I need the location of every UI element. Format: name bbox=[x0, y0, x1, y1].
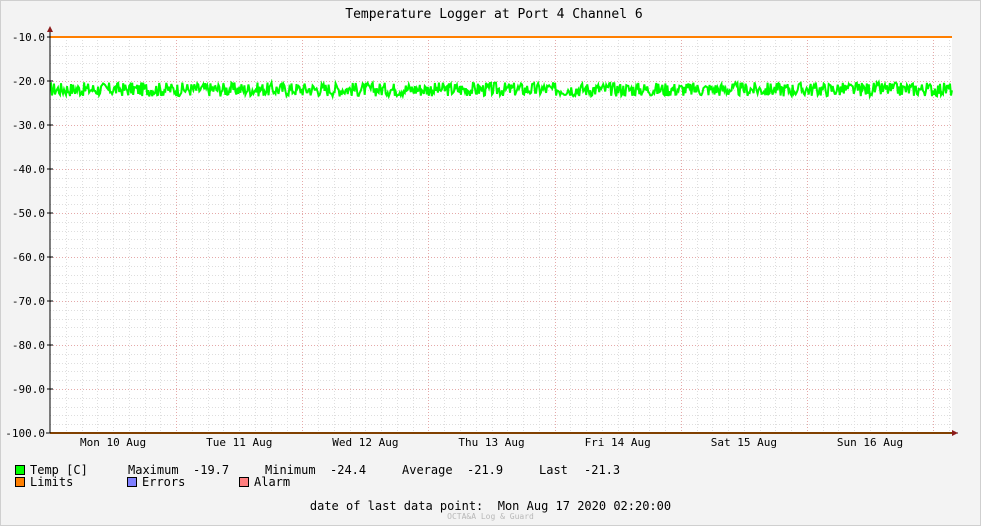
chart-title: Temperature Logger at Port 4 Channel 6 bbox=[345, 7, 642, 22]
y-tick-label: -90.0 bbox=[12, 383, 45, 396]
legend-limits-label: Limits bbox=[30, 476, 73, 488]
legend-alarm-label: Alarm bbox=[254, 476, 290, 488]
x-tick-label: Wed 12 Aug bbox=[332, 436, 398, 449]
y-axis-ticks: -10.0 -20.0 -30.0 -40.0 -50.0 -60.0 -70.0 -80.0… bbox=[5, 31, 53, 440]
x-tick-label: Mon 10 Aug bbox=[80, 436, 146, 449]
x-tick-label: Sun 16 Aug bbox=[837, 436, 903, 449]
y-tick-label: -60.0 bbox=[12, 251, 45, 264]
plot-area bbox=[50, 37, 952, 433]
y-tick-label: -30.0 bbox=[12, 119, 45, 132]
last-point-label: date of last data point: bbox=[310, 499, 483, 513]
y-tick-label: -100.0 bbox=[5, 427, 45, 440]
x-tick-label: Sat 15 Aug bbox=[711, 436, 777, 449]
legend-min-value: -24.4 bbox=[330, 464, 366, 476]
x-tick-label: Tue 11 Aug bbox=[206, 436, 272, 449]
legend-errors-label: Errors bbox=[142, 476, 185, 488]
x-tick-label: Fri 14 Aug bbox=[585, 436, 651, 449]
y-tick-label: -80.0 bbox=[12, 339, 45, 352]
y-tick-label: -50.0 bbox=[12, 207, 45, 220]
y-tick-label: -70.0 bbox=[12, 295, 45, 308]
x-axis-arrow bbox=[952, 430, 958, 436]
last-point-value: Mon Aug 17 2020 02:20:00 bbox=[498, 499, 671, 513]
legend-swatch-alarm bbox=[239, 477, 249, 487]
legend-swatch-limits bbox=[15, 477, 25, 487]
legend-avg-label: Average bbox=[402, 464, 453, 476]
watermark: OCTA&A Log & Guard bbox=[0, 512, 981, 521]
legend-avg-value: -21.9 bbox=[467, 464, 503, 476]
legend-swatch-temp bbox=[15, 465, 25, 475]
legend-max-value: -19.7 bbox=[193, 464, 229, 476]
y-axis-arrow bbox=[47, 26, 53, 32]
x-axis-labels: Mon 10 Aug Tue 11 Aug Wed 12 Aug Thu 13 Aug… bbox=[80, 436, 903, 449]
y-tick-label: -40.0 bbox=[12, 163, 45, 176]
x-tick-label: Thu 13 Aug bbox=[458, 436, 524, 449]
last-data-point: date of last data point: Mon Aug 17 2020… bbox=[0, 499, 981, 513]
legend-last-label: Last bbox=[539, 464, 568, 476]
y-tick-label: -20.0 bbox=[12, 75, 45, 88]
legend-last-value: -21.3 bbox=[584, 464, 620, 476]
y-tick-label: -10.0 bbox=[12, 31, 45, 44]
legend-swatch-errors bbox=[127, 477, 137, 487]
